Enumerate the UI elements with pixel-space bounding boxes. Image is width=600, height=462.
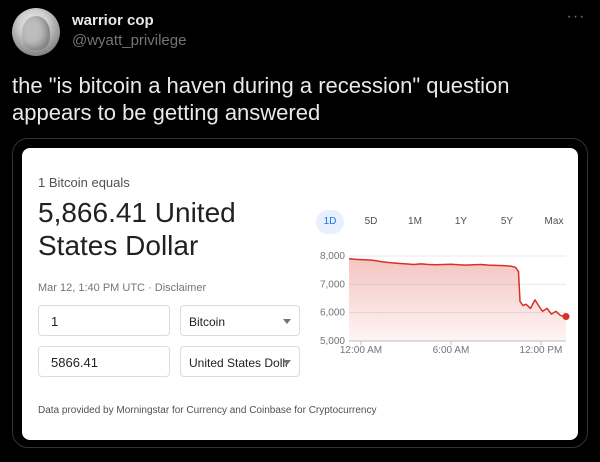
range-tab-1d[interactable]: 1D (316, 210, 344, 234)
range-tab-max[interactable]: Max (544, 216, 564, 227)
currency-from-select[interactable]: Bitcoin (180, 305, 300, 336)
chevron-down-icon (283, 319, 291, 324)
range-tab-1m[interactable]: 1M (408, 216, 422, 227)
time-range-tabs: 1D 5D 1M 1Y 5Y Max (308, 210, 578, 238)
avatar[interactable] (12, 8, 60, 56)
y-tick-label: 6,000 (320, 308, 345, 319)
x-tick-label: 6:00 AM (433, 345, 470, 356)
amount-from-value: 1 (51, 314, 59, 329)
user-handle[interactable]: @wyatt_privilege (72, 32, 187, 49)
y-tick-label: 8,000 (320, 251, 345, 262)
current-price-dot (562, 312, 570, 320)
data-source-footer: Data provided by Morningstar for Currenc… (38, 405, 377, 416)
chevron-down-icon (283, 360, 291, 365)
currency-to-select[interactable]: United States Dolla (180, 346, 300, 377)
conversion-result: 5,866.41 United States Dollar (38, 197, 236, 261)
currency-converter-panel: 1 Bitcoin equals 5,866.41 United States … (22, 148, 578, 440)
currency-from-value: Bitcoin (189, 315, 226, 329)
range-tab-5d[interactable]: 5D (364, 216, 378, 227)
currency-to-value: United States Dolla (189, 356, 287, 370)
amount-to-input[interactable]: 5866.41 (38, 346, 170, 377)
image-card[interactable]: 1 Bitcoin equals 5,866.41 United States … (12, 138, 588, 448)
price-line (348, 258, 567, 318)
timestamp-line: Mar 12, 1:40 PM UTC · Disclaimer (38, 282, 206, 294)
x-tick-label: 12:00 AM (340, 345, 382, 356)
price-area (349, 258, 566, 341)
x-tick-label: 12:00 PM (520, 345, 563, 356)
y-tick-label: 5,000 (320, 336, 345, 347)
display-name[interactable]: warrior cop (72, 12, 154, 29)
range-tab-1y[interactable]: 1Y (454, 216, 468, 227)
disclaimer-link[interactable]: Disclaimer (154, 282, 207, 294)
range-tab-5y[interactable]: 5Y (500, 216, 514, 227)
amount-from-input[interactable]: 1 (38, 305, 170, 336)
y-tick-label: 7,000 (320, 279, 345, 290)
amount-to-value: 5866.41 (51, 355, 98, 370)
avatar-image (22, 16, 50, 50)
timestamp: Mar 12, 1:40 PM UTC (38, 282, 145, 294)
equals-label: 1 Bitcoin equals (38, 175, 130, 190)
tweet-header: warrior cop @wyatt_privilege ··· (12, 8, 588, 58)
tweet-text: the "is bitcoin a haven during a recessi… (12, 73, 510, 125)
separator: · (144, 282, 155, 294)
more-options-icon[interactable]: ··· (566, 8, 586, 25)
